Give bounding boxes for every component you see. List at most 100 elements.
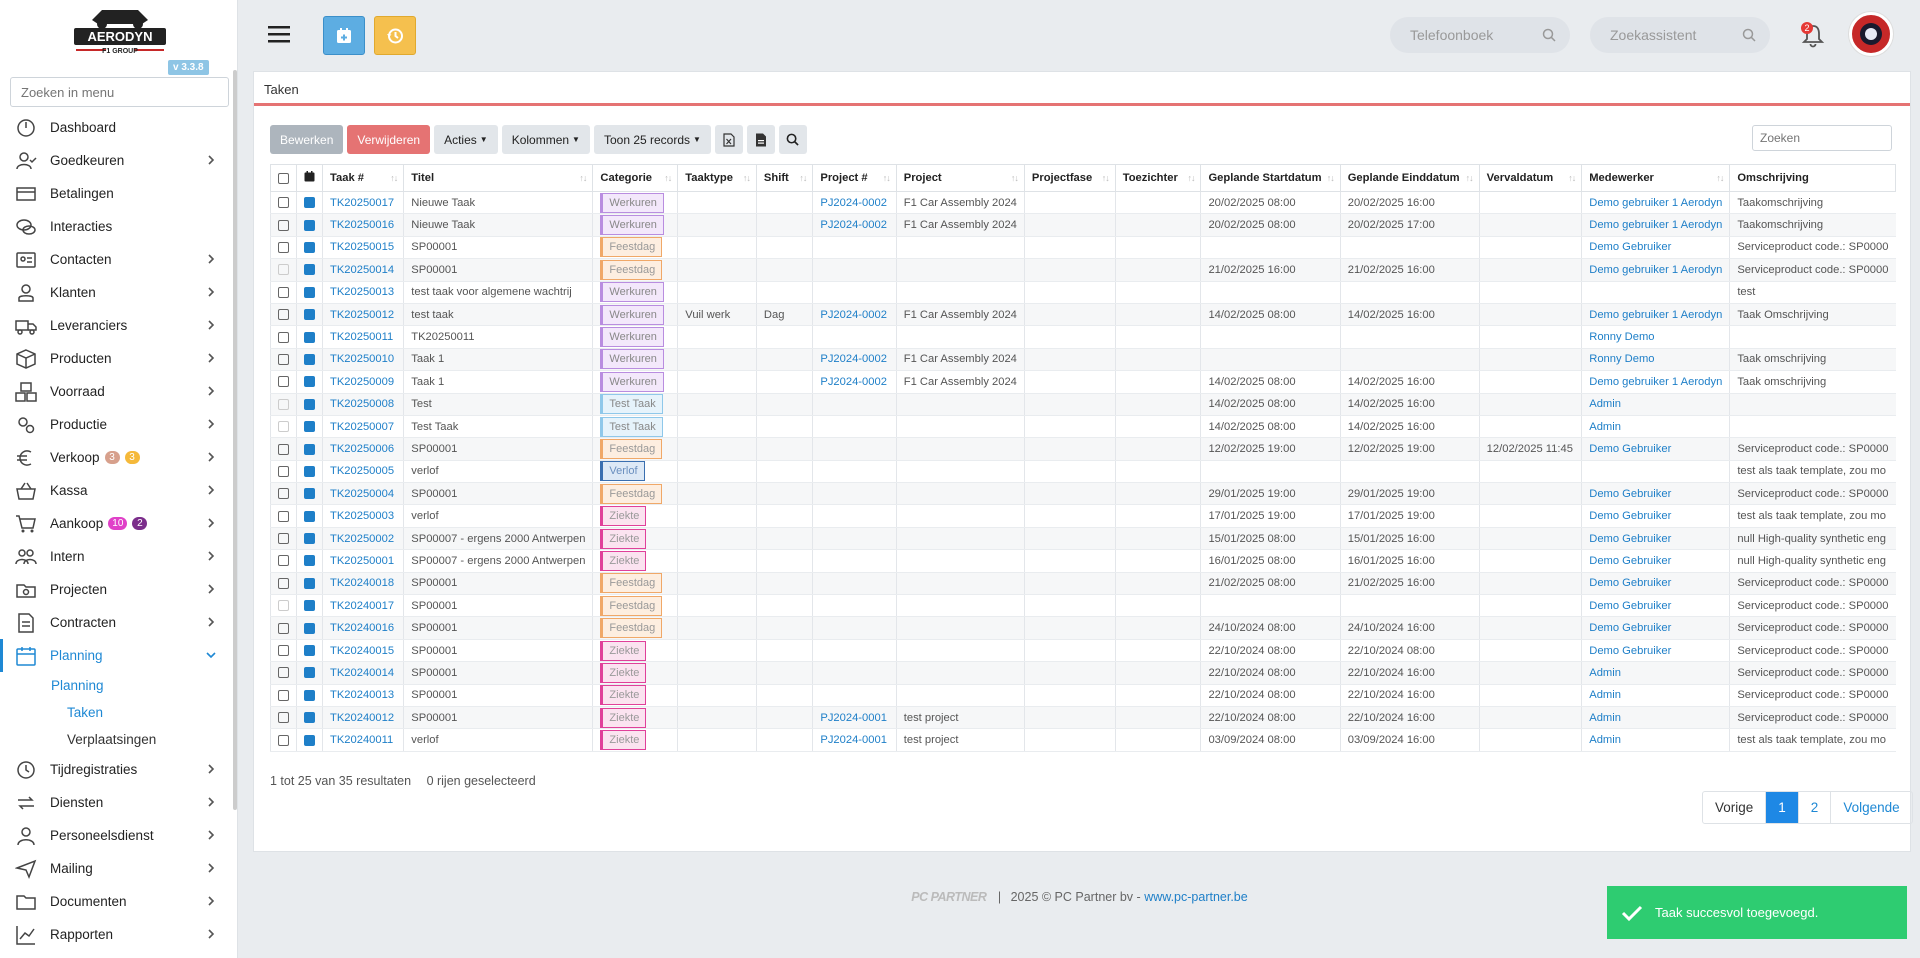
row-checkbox[interactable]: [278, 555, 289, 567]
sidebar-item-voorraad[interactable]: Voorraad: [0, 375, 237, 408]
cell-taak[interactable]: TK20240014: [321, 661, 404, 685]
calendar-add-button[interactable]: [323, 16, 365, 55]
row-select-cell[interactable]: [270, 437, 297, 461]
sidebar-item-diensten[interactable]: Diensten: [0, 786, 237, 819]
row-select-cell[interactable]: [270, 460, 297, 484]
calendar-icon[interactable]: [304, 443, 315, 455]
sidebar-item-verkoop[interactable]: Verkoop 3 3: [0, 441, 237, 474]
sidebar-item-intern[interactable]: Intern: [0, 540, 237, 573]
cell-mw[interactable]: Demo Gebruiker: [1581, 594, 1730, 618]
calendar-icon[interactable]: [304, 242, 315, 254]
table-row[interactable]: TK20240013 SP00001 Ziekte 22/10/2024 08:00 2…: [270, 684, 1896, 707]
cell-mw[interactable]: Admin: [1581, 415, 1730, 439]
row-select-cell[interactable]: [270, 482, 297, 506]
cell-taak[interactable]: TK20250002: [321, 527, 404, 551]
cell-pnr[interactable]: [812, 460, 897, 484]
column-header[interactable]: Project # ↑↓: [812, 164, 897, 192]
row-checkbox[interactable]: [278, 421, 289, 433]
cell-pnr[interactable]: PJ2024-0002: [812, 370, 897, 394]
row-checkbox[interactable]: [278, 510, 289, 522]
row-calendar-cell[interactable]: [296, 527, 323, 551]
cell-mw[interactable]: Ronny Demo: [1581, 348, 1730, 372]
cell-pnr[interactable]: PJ2024-0001: [812, 728, 897, 752]
cell-mw[interactable]: Demo gebruiker 1 Aerodyn: [1581, 191, 1730, 215]
cell-mw[interactable]: Demo Gebruiker: [1581, 616, 1730, 640]
calendar-icon[interactable]: [304, 421, 315, 433]
success-toast[interactable]: Taak succesvol toegevoegd.: [1607, 886, 1907, 939]
row-select-cell[interactable]: [270, 504, 297, 528]
table-row[interactable]: TK20240017 SP00001 Feestdag Demo Gebruiker S…: [270, 594, 1896, 618]
cell-pnr[interactable]: [812, 549, 897, 573]
calendar-icon[interactable]: [304, 331, 315, 343]
row-calendar-cell[interactable]: [296, 504, 323, 528]
column-header[interactable]: Geplande Startdatum ↑↓: [1200, 164, 1341, 192]
brand-logo[interactable]: AERODYN F1 GROUP: [72, 2, 168, 64]
cell-mw[interactable]: Ronny Demo: [1581, 325, 1730, 349]
cell-mw[interactable]: Admin: [1581, 393, 1730, 416]
row-checkbox[interactable]: [278, 197, 289, 209]
calendar-icon[interactable]: [304, 219, 315, 231]
row-select-cell[interactable]: [270, 594, 297, 618]
footer-link[interactable]: www.pc-partner.be: [1144, 890, 1248, 904]
column-header[interactable]: Titel ↑↓: [403, 164, 594, 192]
next-page-button[interactable]: Volgende: [1830, 792, 1911, 823]
menu-search-input[interactable]: [10, 77, 229, 107]
sidebar-item-rapporten[interactable]: Rapporten: [0, 918, 237, 951]
table-row[interactable]: TK20250010 Taak 1 Werkuren PJ2024-0002 F1 Ca…: [270, 348, 1896, 372]
table-row[interactable]: TK20250001 SP00007 - ergens 2000 Antwerpe…: [270, 549, 1896, 573]
row-calendar-cell[interactable]: [296, 684, 323, 707]
row-select-cell[interactable]: [270, 661, 297, 685]
avatar[interactable]: [1849, 12, 1893, 56]
cell-taak[interactable]: TK20250005: [321, 460, 404, 484]
cell-pnr[interactable]: PJ2024-0002: [812, 191, 897, 215]
row-calendar-cell[interactable]: [296, 191, 323, 215]
cell-pnr[interactable]: [812, 661, 897, 685]
cell-taak[interactable]: TK20250008: [321, 393, 404, 416]
cell-pnr[interactable]: [812, 482, 897, 506]
cell-mw[interactable]: Admin: [1581, 706, 1730, 730]
table-row[interactable]: TK20250016 Nieuwe Taak Werkuren PJ2024-0002…: [270, 213, 1896, 237]
row-select-cell[interactable]: [270, 348, 297, 372]
calendar-icon[interactable]: [304, 398, 315, 410]
row-select-cell[interactable]: [270, 572, 297, 596]
cell-taak[interactable]: TK20240012: [321, 706, 404, 730]
sidebar-item-klanten[interactable]: Klanten: [0, 276, 237, 309]
edit-button[interactable]: Bewerken: [270, 125, 344, 154]
cell-taak[interactable]: TK20250007: [321, 415, 404, 439]
sidebar-item-tijdregistraties[interactable]: Tijdregistraties: [0, 753, 237, 786]
sidebar-item-dashboard[interactable]: Dashboard: [0, 111, 237, 144]
row-checkbox[interactable]: [278, 577, 289, 589]
table-row[interactable]: TK20250007 Test Taak Test Taak 14/02/2025 0…: [270, 415, 1896, 439]
cell-mw[interactable]: Demo gebruiker 1 Aerodyn: [1581, 370, 1730, 394]
row-checkbox[interactable]: [278, 398, 289, 410]
row-checkbox[interactable]: [278, 689, 289, 701]
row-calendar-cell[interactable]: [296, 415, 323, 439]
sidebar-item-productie[interactable]: Productie: [0, 408, 237, 441]
cell-mw[interactable]: Demo Gebruiker: [1581, 549, 1730, 573]
calendar-icon[interactable]: [304, 622, 315, 634]
row-calendar-cell[interactable]: [296, 661, 323, 685]
cell-taak[interactable]: TK20240013: [321, 684, 404, 707]
row-select-cell[interactable]: [270, 684, 297, 707]
hamburger-icon[interactable]: [268, 24, 290, 44]
sidebar-item-contacten[interactable]: Contacten: [0, 243, 237, 276]
row-select-cell[interactable]: [270, 281, 297, 304]
cell-taak[interactable]: TK20250003: [321, 504, 404, 528]
cell-pnr[interactable]: [812, 437, 897, 461]
cell-taak[interactable]: TK20250014: [321, 258, 404, 282]
row-checkbox[interactable]: [278, 376, 289, 388]
column-header[interactable]: Geplande Einddatum ↑↓: [1339, 164, 1480, 192]
row-checkbox[interactable]: [278, 242, 289, 254]
row-checkbox[interactable]: [278, 219, 289, 231]
page-size-dropdown[interactable]: Toon 25 records ▼: [593, 125, 711, 154]
row-calendar-cell[interactable]: [296, 594, 323, 618]
row-checkbox[interactable]: [278, 712, 289, 724]
cell-pnr[interactable]: PJ2024-0002: [812, 303, 897, 327]
cell-taak[interactable]: TK20240011: [321, 728, 404, 752]
table-row[interactable]: TK20240018 SP00001 Feestdag 21/02/2025 08:0…: [270, 572, 1896, 596]
calendar-icon[interactable]: [304, 353, 315, 365]
cell-pnr[interactable]: [812, 572, 897, 596]
sidebar-item-projecten[interactable]: Projecten: [0, 573, 237, 606]
cell-taak[interactable]: TK20250004: [321, 482, 404, 506]
select-all-header[interactable]: [270, 164, 297, 192]
